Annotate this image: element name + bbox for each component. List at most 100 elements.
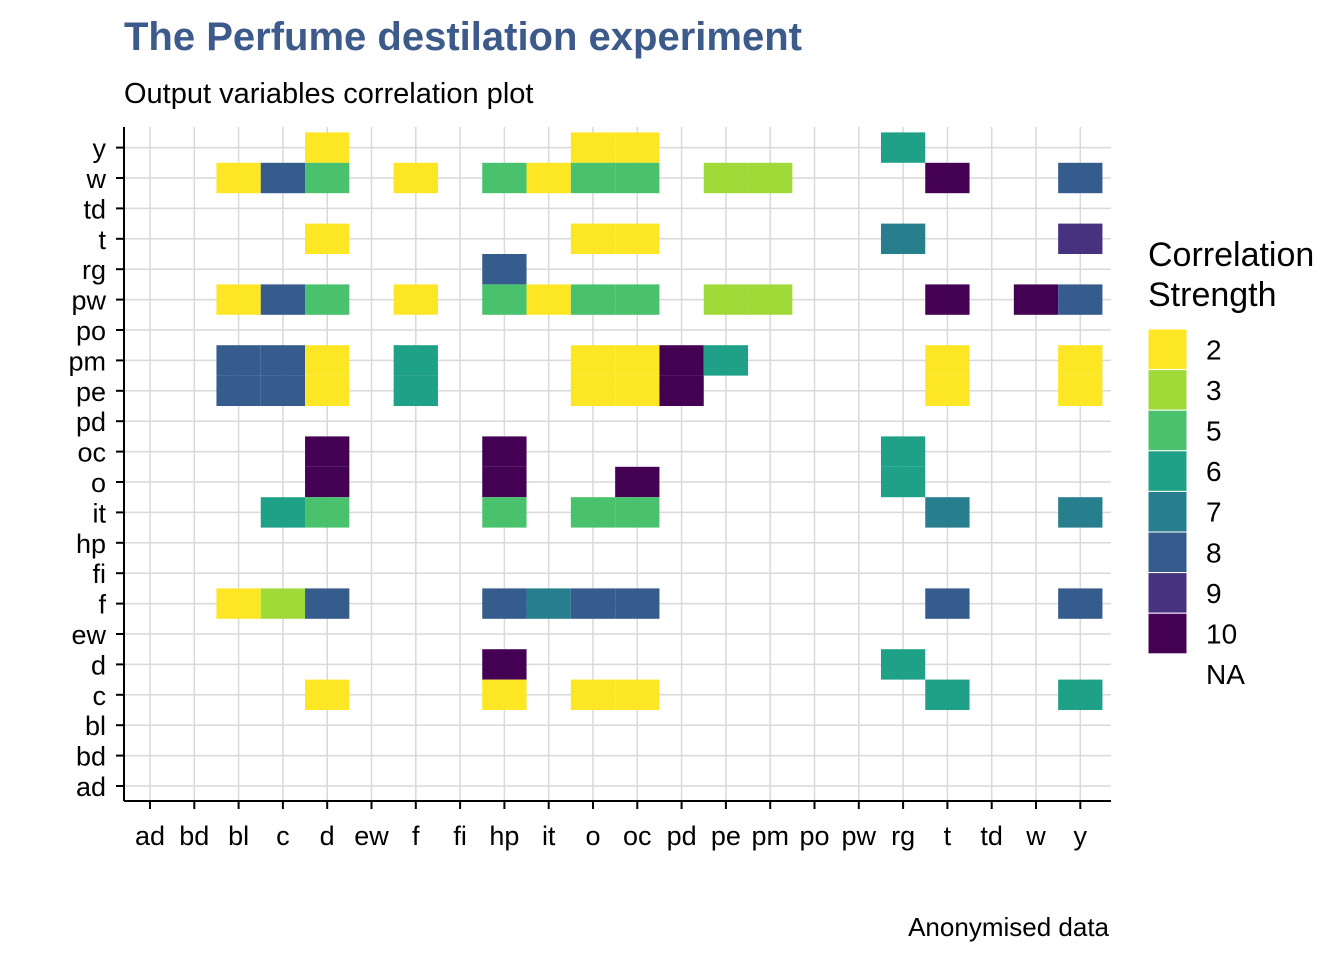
heatmap-cell-c-w <box>260 162 306 194</box>
heatmap-cell-oc-w <box>615 162 660 194</box>
heatmap-cell-rg-d <box>880 649 926 680</box>
heatmap-cell-o-y <box>570 132 616 163</box>
heatmap-cell-y-pm <box>1058 345 1103 376</box>
y-tick-label-ad: ad <box>76 772 106 802</box>
y-tick-label-bl: bl <box>85 711 106 741</box>
heatmap-cell-hp-d <box>482 649 527 680</box>
heatmap-cell-o-c <box>570 679 616 710</box>
axes <box>116 127 1111 809</box>
y-tick-label-bd: bd <box>76 742 106 772</box>
heatmap-cell-pd-pe <box>659 375 704 406</box>
heatmap-cell-t-it <box>925 497 970 528</box>
heatmap-cell-pm-pw <box>748 284 793 315</box>
heatmap-cell-rg-t <box>880 223 926 254</box>
heatmap-cell-oc-pm <box>615 345 660 376</box>
heatmap-cell-rg-y <box>880 132 926 163</box>
heatmap-cell-pd-pm <box>659 345 704 376</box>
heatmap-cell-f-pm <box>393 345 438 376</box>
legend: Correlation Strength 2 3 5 6 7 8 9 10 NA <box>1147 236 1314 690</box>
heatmap-cell-d-o <box>305 466 350 498</box>
heatmap-cell-rg-oc <box>880 436 926 467</box>
heatmap-cell-oc-c <box>615 679 660 710</box>
y-tick-label-pe: pe <box>76 377 106 407</box>
heatmap-cell-t-w <box>925 162 970 194</box>
heatmap-cell-bl-pm <box>216 345 261 376</box>
heatmap-cell-pe-w <box>703 162 749 194</box>
heatmap-cell-d-c <box>305 679 350 710</box>
heatmap-cell-o-f <box>570 588 616 619</box>
y-tick-label-pm: pm <box>68 346 106 376</box>
legend-key-9 <box>1147 572 1188 614</box>
y-tick-label-w: w <box>86 164 107 194</box>
x-axis-tick-labels: ad bd bl c d ew f fi hp it o oc pd pe pm po pw rg t td w y <box>135 821 1088 851</box>
x-tick-label-c: c <box>276 821 290 851</box>
x-tick-label-pd: pd <box>667 821 697 851</box>
heatmap-cell-c-pw <box>260 284 306 315</box>
heatmap-cell-f-pw <box>393 284 438 315</box>
heatmap-cell-t-f <box>925 588 970 619</box>
legend-label-3: 3 <box>1206 375 1222 406</box>
heatmap-cell-c-it <box>260 497 306 528</box>
heatmap-cell-d-w <box>305 162 350 194</box>
heatmap-cell-c-f <box>260 588 306 619</box>
x-tick-label-hp: hp <box>489 821 519 851</box>
heatmap-cell-oc-it <box>615 497 660 528</box>
heatmap-cell-oc-pe <box>615 375 660 406</box>
heatmap-cell-hp-o <box>482 466 527 498</box>
heatmap-cell-pm-w <box>748 162 793 194</box>
legend-label-NA: NA <box>1206 659 1245 690</box>
y-tick-label-it: it <box>93 498 107 528</box>
heatmap-cell-hp-it <box>482 497 527 528</box>
heatmap-cell-c-pm <box>260 345 306 376</box>
y-tick-label-hp: hp <box>76 529 106 559</box>
heatmap-cells <box>216 132 1103 710</box>
heatmap-cell-rg-o <box>880 466 926 498</box>
x-tick-label-rg: rg <box>891 821 915 851</box>
y-tick-label-pd: pd <box>76 407 106 437</box>
legend-key-8 <box>1147 531 1188 574</box>
heatmap-cell-pe-pm <box>703 345 749 376</box>
heatmap-cell-hp-w <box>482 162 527 194</box>
heatmap-cell-d-pe <box>305 375 350 406</box>
heatmap-cell-y-it <box>1058 497 1103 528</box>
heatmap-cell-d-t <box>305 223 350 254</box>
y-tick-label-c: c <box>93 681 107 711</box>
x-tick-label-d: d <box>320 821 335 851</box>
y-tick-label-y: y <box>93 134 107 164</box>
y-tick-label-f: f <box>98 590 106 620</box>
heatmap-cell-o-t <box>570 223 616 254</box>
heatmap-cell-y-t <box>1058 223 1103 254</box>
heatmap-cell-f-pe <box>393 375 438 406</box>
heatmap-cell-bl-pw <box>216 284 261 315</box>
heatmap-cell-oc-f <box>615 588 660 619</box>
x-tick-label-pe: pe <box>711 821 741 851</box>
heatmap-cell-oc-o <box>615 466 660 498</box>
legend-label-6: 6 <box>1206 456 1222 487</box>
x-tick-label-pw: pw <box>842 821 877 851</box>
y-tick-label-o: o <box>91 468 106 498</box>
y-tick-label-ew: ew <box>71 620 106 650</box>
chart-caption: Anonymised data <box>908 912 1109 942</box>
legend-title-line-2: Strength <box>1148 276 1277 314</box>
y-tick-label-fi: fi <box>93 559 107 589</box>
chart-subtitle: Output variables correlation plot <box>124 78 533 110</box>
heatmap-cell-f-w <box>393 162 438 194</box>
heatmap-cell-t-c <box>925 679 970 710</box>
legend-key-10 <box>1147 612 1188 655</box>
heatmap-cell-o-w <box>570 162 616 194</box>
y-tick-label-oc: oc <box>77 438 106 468</box>
heatmap-cell-y-f <box>1058 588 1103 619</box>
heatmap-cell-y-pe <box>1058 375 1103 406</box>
heatmap-cell-pe-pw <box>703 284 749 315</box>
legend-key-3 <box>1147 369 1188 411</box>
heatmap-cell-d-pw <box>305 284 350 315</box>
chart-title: The Perfume destilation experiment <box>124 15 802 59</box>
legend-label-10: 10 <box>1206 619 1237 650</box>
x-tick-label-oc: oc <box>623 821 652 851</box>
heatmap-cell-hp-oc <box>482 436 527 467</box>
x-tick-label-f: f <box>412 821 420 851</box>
heatmap-cell-hp-rg <box>482 254 527 285</box>
legend-key-6 <box>1147 450 1188 492</box>
